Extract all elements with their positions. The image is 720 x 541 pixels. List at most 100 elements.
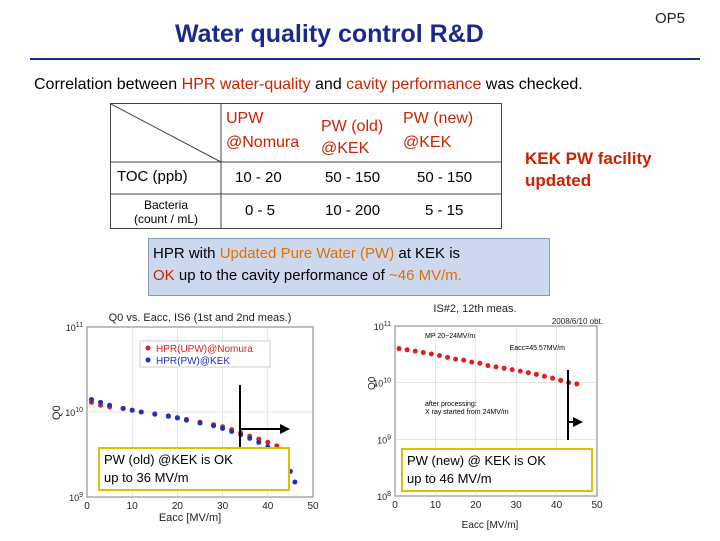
subtitle-pre: Correlation between: [34, 76, 182, 93]
right-plot-point-s0: [461, 357, 467, 363]
left-arrow-head: [280, 424, 290, 434]
subtitle-hl1: HPR water-quality: [181, 76, 311, 93]
left-plot-xtick-label: 10: [127, 501, 139, 512]
right-plot-title: IS#2, 12th meas.: [433, 303, 516, 315]
left-plot: Q0 vs. Eacc, IS6 (1st and 2nd meas.) Q0 …: [50, 305, 330, 535]
col-upw-l2: @Nomura: [226, 134, 300, 151]
legend-upw-marker: [145, 345, 151, 351]
right-plot-svg: IS#2, 12th meas. 2008/6/10 obt. Q0 Eacc …: [367, 303, 603, 531]
right-plot-point-s0: [404, 347, 410, 353]
left-plot-title: Q0 vs. Eacc, IS6 (1st and 2nd meas.): [109, 312, 292, 324]
right-plot-point-s0: [420, 350, 426, 356]
bacteria-pwold: 10 - 200: [325, 202, 381, 219]
right-plot-point-s0: [574, 381, 580, 387]
banner-line2: OK up to the cavity performance of ~46 M…: [153, 267, 462, 284]
left-plot-point-s1: [197, 420, 203, 426]
left-plot-point-s1: [220, 425, 226, 431]
left-plot-point-s1: [152, 411, 158, 417]
left-plot-point-s1: [129, 407, 135, 413]
right-plot-point-s0: [525, 370, 531, 376]
right-plot-xlabel: Eacc [MV/m]: [462, 520, 519, 531]
left-legend-box: [139, 340, 271, 368]
subtitle-mid: and: [310, 76, 347, 93]
banner-l1a: HPR with: [153, 245, 220, 262]
right-plot-point-s0: [445, 354, 451, 360]
right-plot-ytick-label: 109: [377, 434, 391, 445]
right-callout: PW (new) @ KEK is OK up to 46 MV/m: [401, 448, 593, 492]
right-plot-points: [396, 346, 580, 387]
result-banner: HPR with Updated Pure Water (PW) at KEK …: [148, 238, 550, 296]
slide-code: OP5: [655, 10, 686, 27]
left-plot-xtick-label: 30: [217, 501, 229, 512]
right-plot-point-s0: [485, 363, 491, 369]
right-callout-l1: PW (new) @ KEK is OK: [407, 453, 546, 468]
right-callout-l2: up to 46 MV/m: [407, 471, 492, 486]
right-plot-point-s0: [550, 375, 556, 381]
toc-pwold: 50 - 150: [325, 169, 381, 186]
left-plot-point-s1: [107, 402, 113, 408]
right-plot: IS#2, 12th meas. 2008/6/10 obt. Q0 Eacc …: [365, 300, 605, 536]
subtitle: Correlation between HPR water-quality an…: [34, 76, 583, 94]
right-plot-point-s0: [396, 346, 402, 352]
banner-l1c: at KEK is: [394, 245, 461, 262]
left-plot-xtick-label: 20: [172, 501, 184, 512]
right-plot-xtick-label: 50: [591, 500, 603, 511]
title-divider: [30, 58, 700, 60]
facility-note-l1: KEK PW facility: [525, 149, 652, 168]
right-plot-ytick-label: 1011: [374, 321, 391, 332]
toc-upw: 10 - 20: [235, 169, 282, 186]
left-plot-ytick-label: 109: [69, 492, 83, 503]
subtitle-post: was checked.: [481, 76, 583, 93]
table-grid: [111, 104, 501, 228]
right-plot-point-s0: [509, 367, 515, 373]
banner-l2c: ~46 MV/m.: [388, 267, 462, 284]
left-plot-xlabel: Eacc [MV/m]: [159, 512, 221, 524]
left-plot-xtick-label: 0: [84, 501, 90, 512]
right-plot-ylabel: Q0: [367, 376, 378, 390]
col-pwnew-l2: @KEK: [403, 134, 452, 151]
left-plot-ytick-label: 1010: [65, 407, 83, 418]
left-plot-point-s1: [229, 428, 235, 434]
left-plot-point-s0: [265, 439, 271, 445]
left-callout-l1: PW (old) @KEK is OK: [104, 452, 233, 467]
right-plot-point-s0: [412, 348, 418, 354]
right-plot-xtick-label: 0: [392, 500, 398, 511]
right-plot-point-s0: [558, 377, 564, 383]
banner-l2b: up to the cavity performance of: [174, 267, 389, 284]
water-quality-table: UPW @Nomura PW (old) @KEK PW (new) @KEK …: [110, 103, 502, 229]
right-note-eacc: Eacc=45.57MV/m: [510, 345, 566, 352]
left-plot-point-s1: [256, 439, 262, 445]
left-callout-l2: up to 36 MV/m: [104, 470, 189, 485]
left-plot-point-s1: [89, 397, 95, 403]
col-pwold-l1: PW (old): [321, 118, 384, 135]
col-pwold-l2: @KEK: [321, 140, 370, 157]
bacteria-upw: 0 - 5: [245, 202, 276, 219]
toc-pwnew: 50 - 150: [417, 169, 473, 186]
left-plot-point-s1: [138, 409, 144, 415]
col-pwnew-l1: PW (new): [403, 110, 474, 127]
banner-l2a: OK: [153, 267, 175, 284]
left-plot-point-s1: [120, 405, 126, 411]
legend-upw-label: HPR(UPW)@Nomura: [156, 344, 253, 355]
row-bacteria-label: Bacteria (count / mL): [115, 198, 217, 226]
left-plot-ylabel: Q0: [51, 405, 63, 420]
left-plot-point-s1: [165, 413, 171, 419]
subtitle-hl2: cavity performance: [346, 76, 482, 93]
right-plot-xtick-label: 30: [511, 500, 523, 511]
bacteria-label-l2: (count / mL): [133, 212, 199, 226]
right-plot-point-s0: [501, 365, 507, 371]
right-plot-ytick-label: 108: [377, 491, 391, 502]
right-plot-ytick-label: 1010: [373, 378, 391, 389]
banner-line1: HPR with Updated Pure Water (PW) at KEK …: [153, 245, 460, 262]
left-plot-points: [89, 397, 298, 485]
right-note-xray: X ray started from 24MV/m: [425, 409, 509, 416]
right-plot-point-s0: [436, 353, 442, 359]
left-plot-xtick-label: 50: [307, 501, 319, 512]
left-plot-point-s1: [292, 479, 298, 485]
right-arrow-head: [573, 417, 583, 427]
right-note-after: after processing:: [425, 401, 477, 408]
legend-pw-marker: [145, 357, 151, 363]
banner-l1b: Updated Pure Water (PW): [219, 245, 395, 262]
right-plot-point-s0: [428, 351, 434, 357]
left-plot-point-s1: [247, 435, 253, 441]
